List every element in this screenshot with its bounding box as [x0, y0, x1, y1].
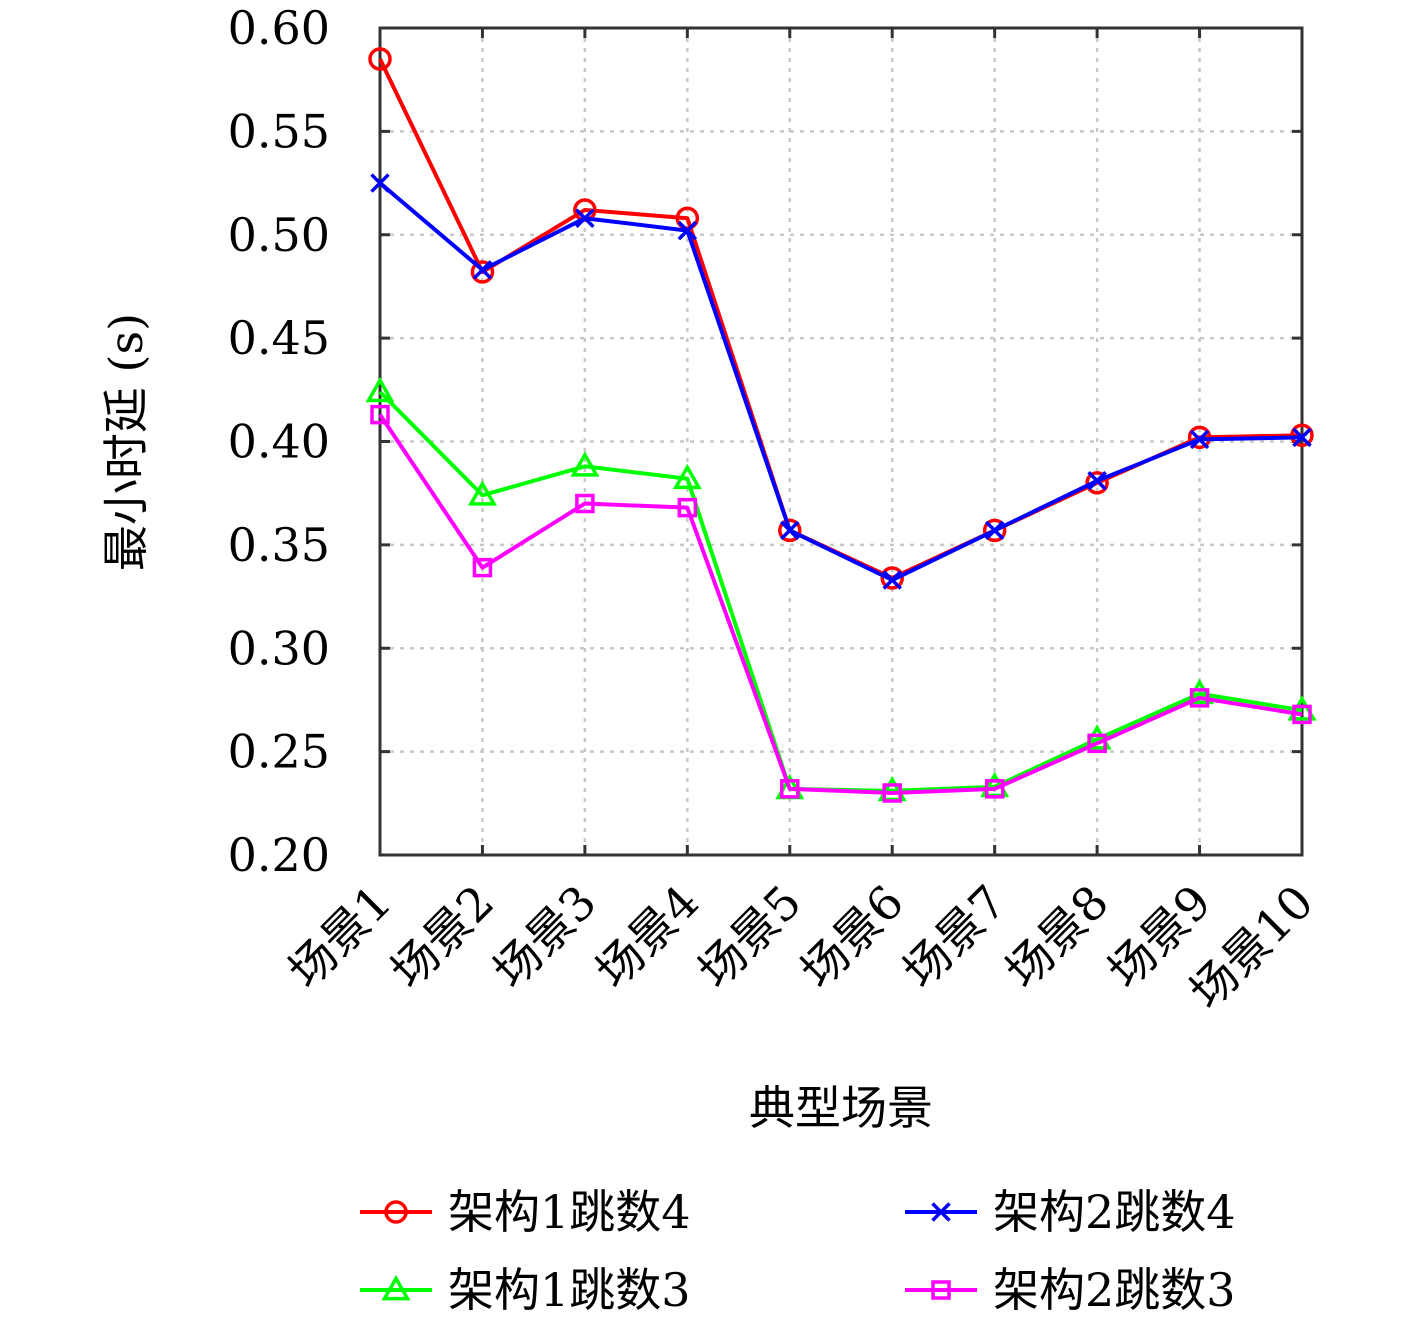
data-point-marker	[472, 557, 493, 578]
x-tick-label: 场景4	[585, 875, 709, 999]
legend-item: 架构1跳数3	[360, 1263, 691, 1317]
data-point-marker	[982, 518, 1007, 543]
data-point-marker	[1290, 423, 1314, 448]
y-tick-label: 0.60	[228, 1, 330, 55]
data-point-marker	[575, 208, 595, 228]
data-point-marker	[384, 1200, 408, 1224]
data-point-marker	[1189, 688, 1210, 708]
data-point-marker	[882, 570, 902, 590]
data-point-marker	[470, 260, 495, 284]
data-point-marker	[780, 520, 800, 541]
x-tick-label: 场景3	[483, 875, 607, 999]
y-tick-label: 0.50	[228, 208, 330, 262]
data-point-marker	[381, 1274, 411, 1301]
data-point-marker	[365, 376, 395, 403]
y-tick-label: 0.35	[228, 518, 330, 572]
grid-layer	[380, 28, 1302, 855]
data-point-marker	[575, 493, 595, 514]
data-point-marker	[984, 520, 1005, 541]
data-point-marker	[570, 451, 600, 477]
legend: 架构1跳数4 架构2跳数4 架构1跳数3 架构2跳数3	[360, 1185, 1236, 1317]
x-tick-label: 场景1	[278, 875, 402, 999]
legend-label: 架构1跳数3	[448, 1263, 691, 1317]
legend-item: 架构2跳数3	[905, 1263, 1236, 1317]
data-point-marker	[368, 47, 392, 71]
data-point-marker	[677, 220, 698, 241]
data-point-marker	[880, 566, 904, 590]
x-axis-title: 典型场景	[749, 1081, 933, 1135]
series-line	[378, 58, 1303, 580]
data-point-marker	[1292, 427, 1312, 448]
series-layer	[365, 47, 1317, 803]
y-axis: 0.20 0.25 0.30 0.35 0.40 0.45 0.50 0.55 0.60	[228, 1, 1302, 882]
series-4	[370, 404, 1312, 803]
legend-label: 架构2跳数4	[993, 1185, 1236, 1239]
x-tick-label: 场景5	[688, 875, 812, 999]
data-point-marker	[672, 463, 702, 490]
y-tick-label: 0.55	[228, 104, 330, 158]
y-tick-label: 0.45	[228, 311, 330, 365]
x-tick-label: 场景7	[893, 875, 1017, 999]
data-point-marker	[1085, 471, 1109, 495]
data-point-marker	[467, 480, 497, 506]
y-tick-label: 0.40	[228, 415, 330, 469]
x-tick-label: 场景6	[790, 875, 914, 999]
data-point-marker	[931, 1280, 951, 1300]
legend-label: 架构2跳数3	[993, 1263, 1236, 1317]
data-point-marker	[780, 779, 800, 799]
legend-label: 架构1跳数4	[448, 1185, 691, 1239]
data-point-marker	[1082, 724, 1112, 750]
data-point-marker	[677, 497, 698, 518]
legend-item: 架构1跳数4	[360, 1185, 691, 1239]
data-point-marker	[1185, 678, 1215, 705]
data-point-marker	[1087, 733, 1107, 754]
legend-item: 架构2跳数4	[905, 1185, 1236, 1239]
y-tick-label: 0.30	[228, 621, 330, 675]
y-tick-label: 0.25	[228, 725, 330, 779]
data-point-marker	[1189, 429, 1210, 450]
data-point-marker	[882, 783, 902, 803]
data-point-marker	[778, 518, 802, 543]
data-point-marker	[370, 404, 390, 425]
x-tick-label: 场景8	[995, 875, 1119, 999]
data-point-marker	[931, 1202, 951, 1222]
series-1	[368, 47, 1314, 590]
series-line	[378, 181, 1303, 583]
series-line	[378, 413, 1303, 795]
data-point-marker	[1292, 704, 1312, 725]
data-point-marker	[472, 260, 493, 280]
y-tick-label: 0.20	[228, 828, 330, 882]
data-point-marker	[1287, 695, 1317, 721]
data-point-marker	[1087, 471, 1107, 491]
data-point-marker	[984, 779, 1005, 799]
data-point-marker	[370, 173, 390, 193]
series-2	[370, 173, 1312, 590]
x-tick-label: 场景2	[380, 875, 504, 999]
series-3	[365, 376, 1317, 802]
y-axis-title: 最小时延 (s)	[99, 313, 153, 571]
